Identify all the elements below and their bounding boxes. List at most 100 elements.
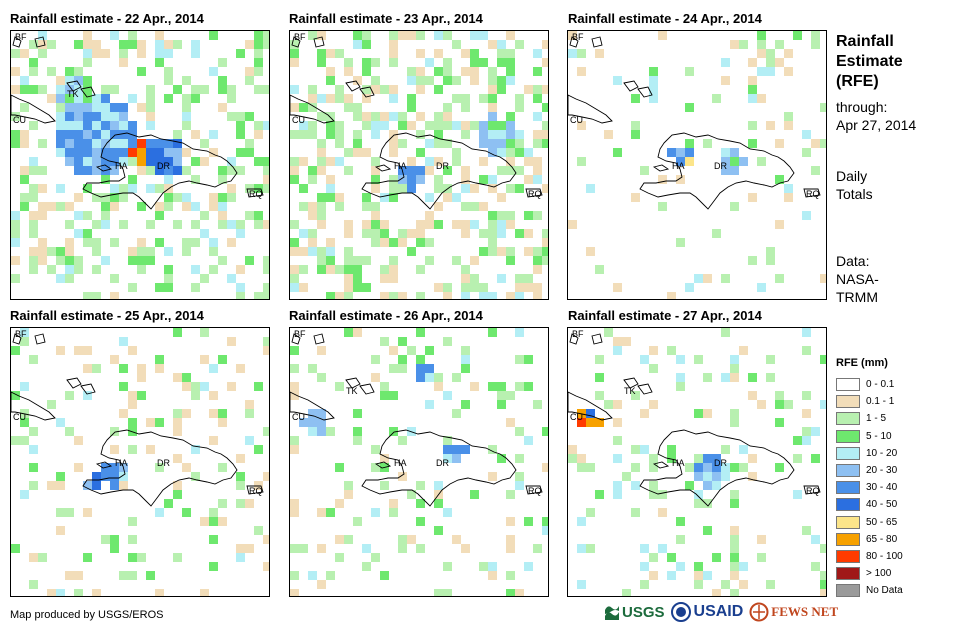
rainfall-cell <box>74 463 83 472</box>
rainfall-cell <box>353 517 362 526</box>
rainfall-cell <box>200 139 209 148</box>
rainfall-cell <box>416 175 425 184</box>
rainfall-cell <box>479 31 488 40</box>
rainfall-cell <box>658 31 667 40</box>
rainfall-cell <box>434 112 443 121</box>
rainfall-cell <box>110 130 119 139</box>
rainfall-cell <box>371 112 380 121</box>
rainfall-cell <box>38 238 47 247</box>
rainfall-cell <box>497 40 506 49</box>
rainfall-cell <box>38 139 47 148</box>
rainfall-cell <box>712 481 721 490</box>
rainfall-cell <box>461 220 470 229</box>
rainfall-cell <box>784 400 793 409</box>
rainfall-cell <box>416 481 425 490</box>
rainfall-cell <box>254 382 263 391</box>
rainfall-cell <box>542 517 548 526</box>
rainfall-cell <box>506 31 515 40</box>
rainfall-cell <box>353 112 362 121</box>
rainfall-cell <box>317 256 326 265</box>
coastline <box>361 429 517 507</box>
rainfall-cell <box>586 508 595 517</box>
rainfall-cell <box>362 58 371 67</box>
rainfall-cell <box>335 202 344 211</box>
rainfall-cell <box>434 121 443 130</box>
rainfall-cell <box>11 544 20 553</box>
rainfall-cell <box>497 274 506 283</box>
rainfall-cell <box>308 409 317 418</box>
rainfall-cell <box>146 139 155 148</box>
rainfall-cell <box>263 562 269 571</box>
rainfall-cell <box>236 481 245 490</box>
rainfall-cell <box>721 274 730 283</box>
rainfall-cell <box>92 130 101 139</box>
rainfall-cell <box>506 157 515 166</box>
legend-swatch <box>836 395 860 409</box>
rainfall-cell <box>254 481 263 490</box>
rainfall-cell <box>497 400 506 409</box>
coastline <box>82 429 238 507</box>
rainfall-cell <box>479 175 488 184</box>
rainfall-cell <box>362 40 371 49</box>
rainfall-cell <box>335 193 344 202</box>
rainfall-cell <box>164 247 173 256</box>
legend-swatch <box>836 378 860 392</box>
rainfall-cell <box>533 256 542 265</box>
rainfall-cell <box>775 463 784 472</box>
rainfall-cell <box>65 94 74 103</box>
coastline <box>12 36 22 48</box>
rainfall-cell <box>362 544 371 553</box>
rainfall-cell <box>595 373 604 382</box>
rainfall-cell <box>200 157 209 166</box>
rainfall-cell <box>299 130 308 139</box>
rainfall-cell <box>497 229 506 238</box>
rainfall-cell <box>667 346 676 355</box>
rainfall-cell <box>254 85 263 94</box>
rainfall-cell <box>110 148 119 157</box>
rainfall-cell <box>101 148 110 157</box>
rainfall-cell <box>56 148 65 157</box>
rainfall-cell <box>371 463 380 472</box>
rainfall-cell <box>434 31 443 40</box>
rainfall-cell <box>586 544 595 553</box>
rainfall-cell <box>92 103 101 112</box>
rainfall-cell <box>461 103 470 112</box>
rainfall-cell <box>353 130 362 139</box>
rainfall-cell <box>820 544 826 553</box>
rainfall-cell <box>748 472 757 481</box>
rainfall-cell <box>209 391 218 400</box>
rainfall-cell <box>452 40 461 49</box>
rainfall-cell <box>128 148 137 157</box>
rainfall-cell <box>353 148 362 157</box>
rainfall-cell <box>658 544 667 553</box>
rainfall-cell <box>479 130 488 139</box>
rainfall-cell <box>11 49 20 58</box>
rainfall-cell <box>649 364 658 373</box>
rainfall-cell <box>434 49 443 58</box>
rainfall-cell <box>461 49 470 58</box>
rainfall-cell <box>290 49 299 58</box>
rainfall-cell <box>200 589 209 596</box>
rainfall-cell <box>191 85 200 94</box>
rainfall-cell <box>631 130 640 139</box>
rainfall-cell <box>254 121 263 130</box>
rainfall-cell <box>362 31 371 40</box>
rainfall-cell <box>173 373 182 382</box>
rainfall-cell <box>146 94 155 103</box>
rainfall-cell <box>721 148 730 157</box>
legend: 0 - 0.1 0.1 - 1 1 - 5 5 - 10 10 - 20 20 - 30 3… <box>836 376 903 599</box>
rainfall-cell <box>47 202 56 211</box>
rainfall-cell <box>488 103 497 112</box>
rainfall-cell <box>434 373 443 382</box>
rainfall-cell <box>92 589 101 596</box>
rainfall-cell <box>173 193 182 202</box>
rainfall-cell <box>757 31 766 40</box>
rainfall-cell <box>515 454 524 463</box>
rainfall-cell <box>443 562 452 571</box>
rainfall-cell <box>649 67 658 76</box>
rainfall-cell <box>101 472 110 481</box>
rainfall-cell <box>730 355 739 364</box>
rainfall-cell <box>595 49 604 58</box>
legend-item: No Data <box>836 582 903 599</box>
rainfall-cell <box>811 40 820 49</box>
